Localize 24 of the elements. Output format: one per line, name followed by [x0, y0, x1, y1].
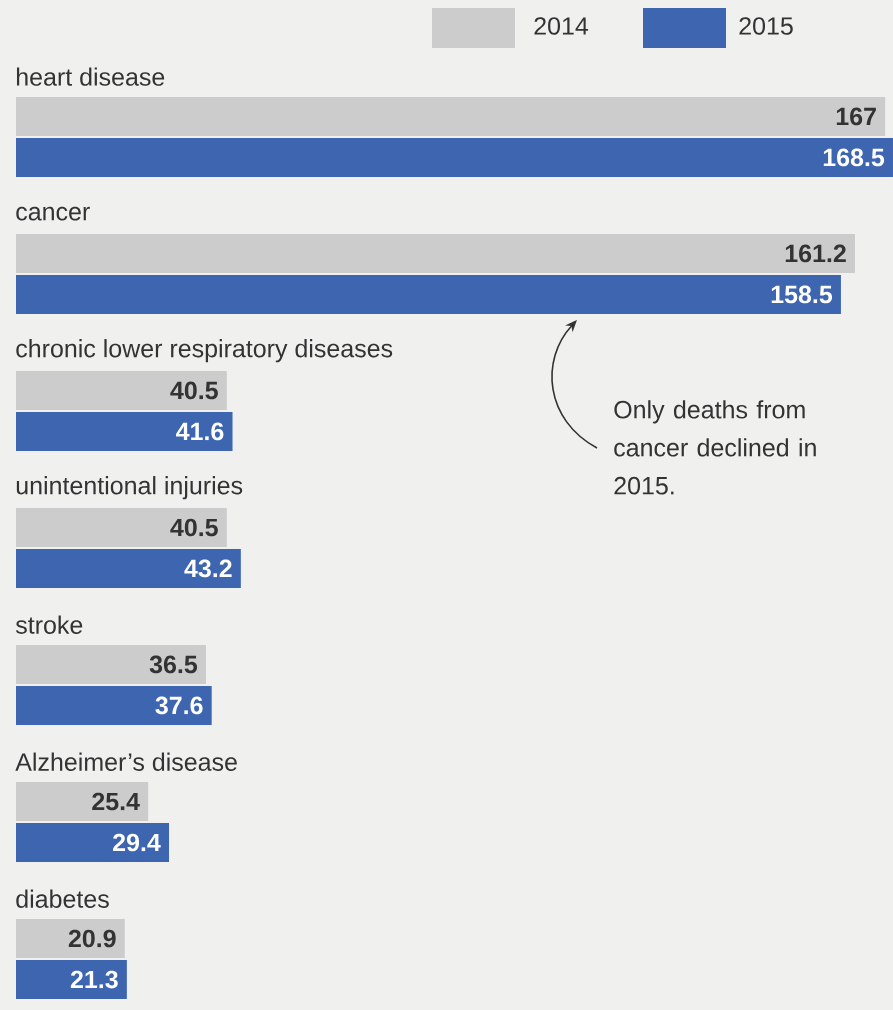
legend-label: 2014 [534, 17, 589, 35]
y-tick-label: chronic lower respiratory diseases [16, 339, 393, 363]
data-label: 40.5 [170, 381, 218, 400]
data-label: 25.4 [92, 792, 140, 811]
data-label: 37.6 [155, 696, 203, 715]
data-label: 36.5 [149, 655, 198, 674]
legend-label: 2015 [739, 17, 793, 35]
data-label: 158.5 [771, 285, 833, 304]
data-label: 41.6 [176, 422, 224, 441]
data-label: 161.2 [785, 244, 846, 263]
data-label: 168.5 [823, 148, 885, 167]
data-label: 43.2 [184, 559, 232, 578]
data-label: 20.9 [68, 929, 116, 948]
y-tick-label: heart disease [16, 67, 165, 86]
y-tick-label: stroke [15, 615, 83, 634]
y-tick-label: unintentional injuries [16, 476, 243, 500]
data-label: 21.3 [70, 970, 118, 989]
annotation: Only deaths from cancer declined in 2015. [614, 400, 816, 495]
y-tick-label: cancer [16, 206, 90, 221]
data-label: 167 [836, 107, 876, 126]
data-label: 29.4 [113, 833, 161, 852]
data-label: 40.5 [170, 518, 218, 537]
y-tick-label: diabetes [16, 889, 109, 908]
y-tick-label: Alzheimer’s disease [15, 752, 237, 771]
